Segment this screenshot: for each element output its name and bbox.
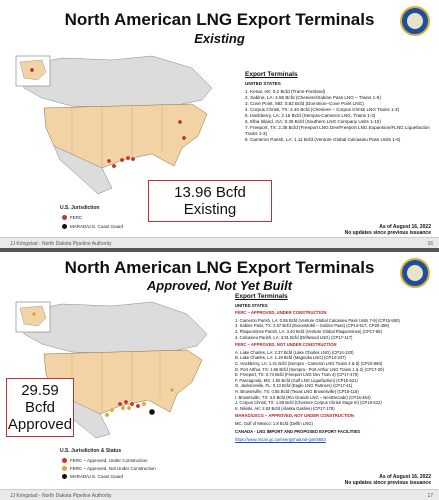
region-label: UNITED STATES (235, 302, 268, 308)
red-dot-icon (62, 458, 67, 463)
slide-approved: North American LNG Export Terminals Appr… (0, 252, 439, 500)
red-dot-icon (62, 215, 67, 220)
list-header: Export Terminals (235, 293, 288, 300)
list-item: G. Jacksonville, FL: 0.13 Bcfd (Eagle LN… (235, 383, 353, 389)
terminal-markers (29, 67, 187, 169)
legend-item-under-construction: FERC – Approved, Under Construction (62, 458, 148, 463)
legend-item-marad: MARAD/U.S. Coast Guard (62, 474, 123, 479)
terminal-list: Export Terminals UNITED STATES FERC – AP… (235, 293, 435, 443)
list-item: 4. Calcasieu Parish, LA: 3.81 Bcfd (Drif… (235, 334, 353, 340)
list-item: 1. Cameron Parish, LA: 0.55 Bcfd (Ventur… (235, 317, 400, 323)
list-item: MC. Gulf of Mexico: 1.8 Bcfd (Delfin LNG… (235, 420, 313, 426)
footer-author: JJ Kringstad - North Dakota Pipeline Aut… (10, 241, 112, 247)
legend-item-ferc: FERC (62, 215, 82, 220)
list-item: C. Hackberry, LA: 1.41 Bcfd (Sempra - Ca… (235, 360, 383, 366)
north-america-map (2, 48, 242, 198)
list-item: F. Pascagoula, MS: 1.50 Bcfd (Gulf LNG L… (235, 377, 358, 383)
list-item: J. Corpus Christi, TX: 1.58 Bcfd (Chenie… (235, 400, 382, 406)
capacity-callout: 13.96 Bcfd Existing (148, 180, 272, 222)
list-item: B. Lake Charles, LA: 1.19 Bcfd (Magnolia… (235, 355, 346, 361)
slide-footer: JJ Kringstad - North Dakota Pipeline Aut… (0, 237, 439, 248)
capacity-callout: 29.59 Bcfd Approved (6, 378, 74, 437)
slide-title: North American LNG Export Terminals (64, 10, 375, 29)
list-header: Export Terminals (245, 71, 298, 78)
terminal-markers (31, 311, 175, 418)
slide-subtitle: Approved, Not Yet Built (146, 278, 293, 293)
orange-dot-icon (62, 466, 67, 471)
doe-seal-logo (400, 6, 430, 36)
list-item: 8. Cameron Parish, LA: 1.11 Bcfd (Ventur… (245, 137, 401, 142)
section-not-under-construction: FERC – APPROVED, NOT UNDER CONSTRUCTION (235, 342, 337, 348)
list-item: D. Port Arthur, TX: 1.86 Bcfd (Sempra - … (235, 366, 384, 372)
footer-author: JJ Kringstad - North Dakota Pipeline Aut… (10, 493, 112, 499)
canada-note: CANADA - LNG IMPORT AND PROPOSED EXPORT … (235, 429, 361, 435)
slide-title: North American LNG Export Terminals (64, 258, 375, 277)
as-of-note: As of August 16, 2022 No updates since p… (344, 224, 431, 236)
black-dot-icon (62, 224, 67, 229)
list-item: 5. Hackberry, LA: 2.15 Bcfd (Sempra-Came… (245, 113, 376, 118)
section-under-construction: FERC – APPROVED, UNDER CONSTRUCTION (235, 310, 327, 316)
terminal-list: Export Terminals UNITED STATES 1. Kenai,… (245, 71, 435, 143)
black-dot-icon (62, 474, 67, 479)
slide-footer: JJ Kringstad - North Dakota Pipeline Aut… (0, 489, 439, 500)
legend-item-marad: MARAD/U.S. Coast Guard (62, 224, 123, 229)
list-item: 3. Plaquemines Parish, LA: 3.40 Bcfd (Ve… (235, 328, 382, 334)
list-item: K. Nikiski, AK: 2.63 Bcfd (Alaska Gaslin… (235, 405, 335, 411)
canada-link[interactable]: https://www.nrcan.gc.ca/energy/natural-g… (235, 437, 326, 443)
page-number: 16 (427, 241, 433, 247)
doe-seal-logo (400, 258, 430, 288)
page-number: 17 (427, 493, 433, 499)
slide-subtitle: Existing (194, 31, 245, 46)
legend-item-not-under-construction: FERC – Approved, Not Under Construction (62, 466, 156, 471)
list-item: A. Lake Charles, LA: 2.27 Bcfd (Lake Cha… (235, 349, 354, 355)
list-item: 2. Sabine Pass, TX: 2.57 Bcfd (ExxonMobi… (235, 323, 390, 329)
slide-existing: North American LNG Export Terminals Exis… (0, 0, 439, 248)
list-item: 7. Freeport, TX: 2.38 Bcfd (Freeport LNG… (245, 125, 430, 136)
list-item: H. Brownsville, TX: 0.55 Bcfd (Texas LNG… (235, 388, 359, 394)
list-item: 1. Kenai, AK: 0.2 Bcfd (Trans-Foreland) (245, 89, 326, 94)
legend-title: U.S. Jurisdiction & Status (60, 448, 122, 454)
section-marad: MARAD/USCG – APPROVED, NOT UNDER CONSTRU… (235, 413, 354, 419)
list-item: 6. Elba Island, GA: 0.35 Bcfd (Southern … (245, 119, 381, 124)
legend-title: U.S. Jurisdiction (60, 205, 100, 211)
list-item: 4. Corpus Christi, TX: 2.40 Bcfd (Chenie… (245, 107, 400, 112)
list-item: 3. Cove Point, MD: 0.82 Bcfd (Dominion–C… (245, 101, 364, 106)
list-item: E. Freeport, TX: 0.74 Bcfd (Freeport LNG… (235, 372, 359, 378)
as-of-note: As of August 16, 2022 No updates since p… (344, 474, 431, 486)
list-item: 2. Sabine, LA: 4.55 Bcfd (Cheniere/Sabin… (245, 95, 381, 100)
region-label: UNITED STATES (245, 81, 281, 86)
list-item: I. Brownsville, TX: 3.6 Bcfd (Rio Grande… (235, 394, 371, 400)
